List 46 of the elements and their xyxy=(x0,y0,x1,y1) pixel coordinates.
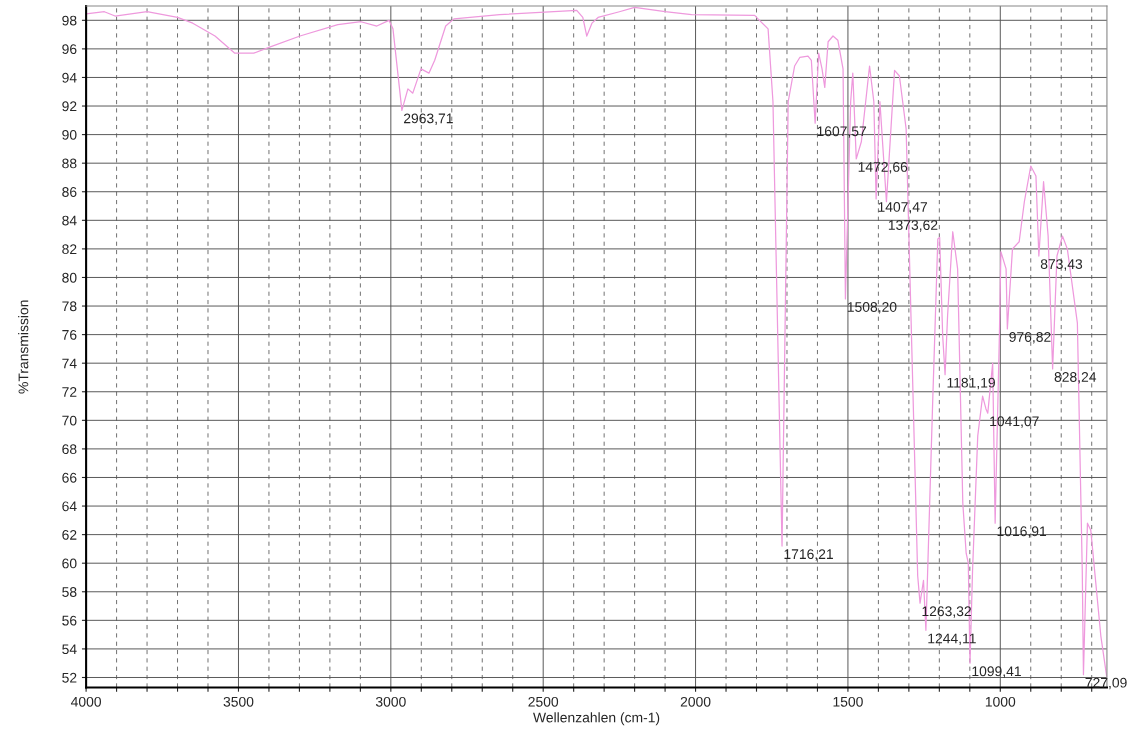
y-tick-label: 66 xyxy=(62,472,77,483)
y-tick-label: 82 xyxy=(62,244,77,255)
x-tick-label: 2500 xyxy=(528,696,559,707)
annotation: 1716,21 xyxy=(784,549,833,561)
y-tick-label: 52 xyxy=(62,672,77,683)
annotation: 1244,11 xyxy=(928,633,976,645)
annotation: 1407,47 xyxy=(878,202,928,214)
y-tick-label: 92 xyxy=(62,101,77,112)
x-tick-label: 2000 xyxy=(680,696,711,707)
y-tick-label: 94 xyxy=(62,72,77,83)
y-tick-label: 58 xyxy=(62,587,77,597)
y-tick-label: 88 xyxy=(62,158,77,169)
annotation: 976,82 xyxy=(1009,332,1051,344)
x-tick-label: 1000 xyxy=(985,696,1016,707)
y-tick-label: 64 xyxy=(62,501,77,512)
y-tick-label: 98 xyxy=(62,15,77,26)
x-tick-label: 3000 xyxy=(375,696,406,707)
annotation: 1373,62 xyxy=(888,220,938,232)
annotation: 1472,66 xyxy=(858,162,908,174)
annotation: 1181,19 xyxy=(947,377,995,390)
y-tick-label: 80 xyxy=(62,272,77,283)
y-tick-label: 96 xyxy=(62,44,77,55)
annotation: 1263,32 xyxy=(922,606,971,618)
y-tick-label: 68 xyxy=(62,444,77,455)
x-tick-label: 3500 xyxy=(223,696,254,707)
annotation: 828,24 xyxy=(1054,372,1097,384)
annotation: 873,43 xyxy=(1040,259,1083,271)
y-tick-label: 60 xyxy=(62,558,77,569)
y-axis-title: %Transmission xyxy=(18,300,29,394)
annotation: 2963,71 xyxy=(403,113,453,125)
y-tick-label: 78 xyxy=(62,301,77,312)
y-tick-label: 70 xyxy=(62,415,77,426)
annotation: 1508,20 xyxy=(847,302,897,314)
y-tick-label: 76 xyxy=(62,329,77,340)
y-tick-label: 86 xyxy=(62,187,77,197)
y-tick-label: 74 xyxy=(62,358,77,369)
y-tick-label: 56 xyxy=(62,615,77,626)
y-tick-label: 84 xyxy=(62,215,77,226)
y-tick-label: 62 xyxy=(62,529,77,540)
x-tick-label: 4000 xyxy=(70,696,102,707)
y-tick-label: 54 xyxy=(62,644,77,655)
y-tick-label: 72 xyxy=(62,387,77,397)
x-tick-label: 1500 xyxy=(833,696,863,707)
x-axis-title: Wellenzahlen (cm-1) xyxy=(533,712,660,726)
y-tick-label: 90 xyxy=(62,129,77,140)
annotation: 727,09 xyxy=(1085,677,1127,690)
